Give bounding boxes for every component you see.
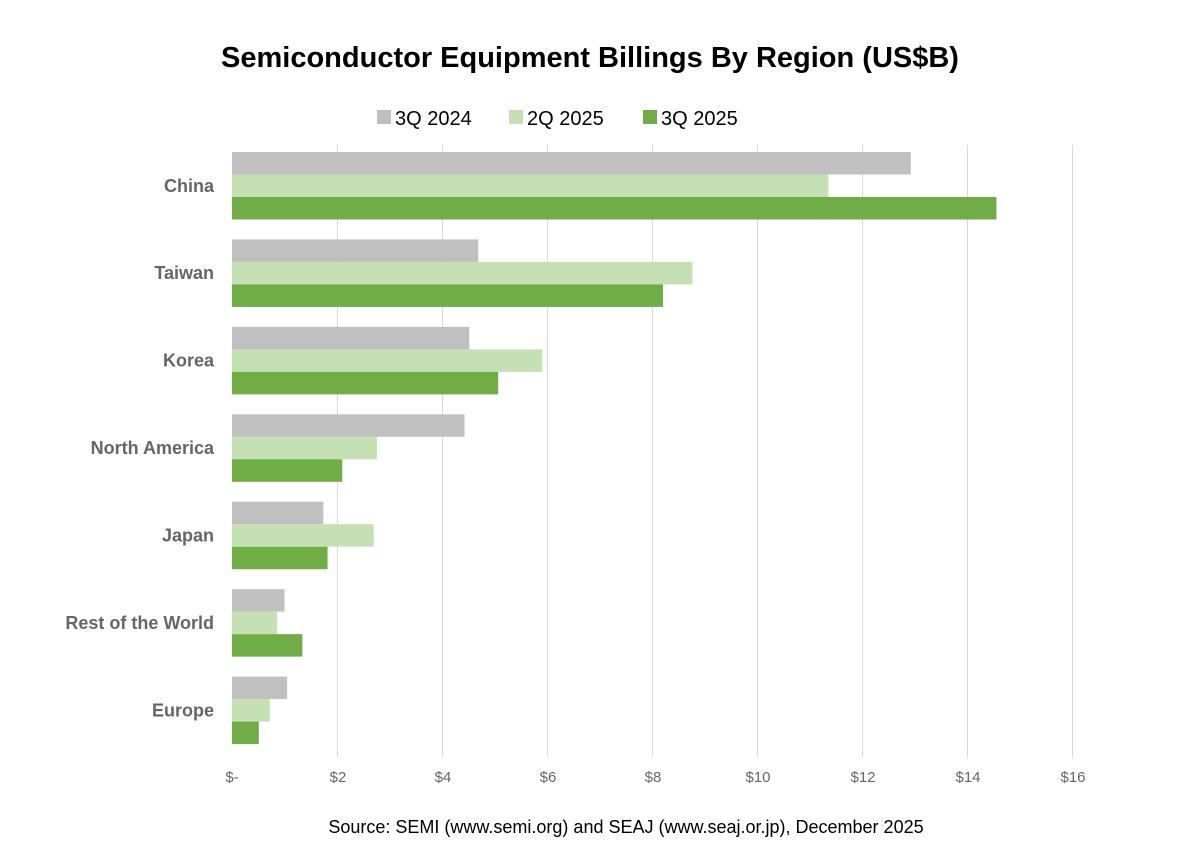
legend-label: 3Q 2025 [661,108,738,130]
legend-swatch [643,110,657,124]
x-tick-label: $2 [330,769,347,786]
bar-taiwan-3q-2024 [232,239,479,262]
x-tick-label: $14 [955,769,980,786]
legend-swatch [377,110,391,124]
gridlines [337,145,1073,757]
bar-rest-of-the-world-3q-2024 [232,589,285,612]
x-tick-label: $10 [745,769,770,786]
bar-rest-of-the-world-2q-2025 [232,611,278,635]
legend-swatch [509,110,523,124]
bar-korea-2q-2025 [232,349,543,372]
bar-japan-3q-2025 [232,546,328,570]
bar-europe-2q-2025 [232,699,270,722]
category-label: Japan [162,525,214,545]
bar-north-america-2q-2025 [232,436,377,460]
category-label: Rest of the World [65,613,214,633]
bar-china-3q-2025 [232,197,997,220]
x-tick-label: $- [225,769,238,786]
x-tick-label: $12 [850,769,875,786]
bar-north-america-3q-2025 [232,459,343,482]
x-axis-tick-labels: $- $2 $4 $6 $8 $10 $12 $14 $16 [225,769,1085,786]
bar-taiwan-2q-2025 [232,261,693,285]
legend-label: 3Q 2024 [395,108,472,130]
bars [232,152,997,745]
category-label: Taiwan [154,263,214,283]
bar-korea-3q-2025 [232,371,499,395]
bar-north-america-3q-2024 [232,414,465,437]
category-label: Korea [163,351,215,371]
legend: 3Q 2024 2Q 2025 3Q 2025 [377,108,738,130]
bar-europe-3q-2025 [232,721,259,745]
x-tick-label: $8 [645,769,662,786]
bar-china-2q-2025 [232,174,829,197]
bar-korea-3q-2024 [232,326,470,350]
source-note: Source: SEMI (www.semi.org) and SEAJ (ww… [328,817,923,837]
category-labels: China Taiwan Korea North America Japan Rest o… [65,176,215,721]
legend-label: 2Q 2025 [527,108,604,130]
bar-china-3q-2024 [232,152,911,175]
chart-title: Semiconductor Equipment Billings By Regi… [221,42,959,74]
category-label: China [164,176,215,196]
bar-taiwan-3q-2025 [232,284,664,307]
bar-rest-of-the-world-3q-2025 [232,634,303,657]
bar-europe-3q-2024 [232,676,288,700]
category-label: North America [91,438,215,458]
x-tick-label: $4 [435,769,452,786]
x-tick-label: $6 [540,769,557,786]
bar-japan-3q-2024 [232,501,324,525]
bar-japan-2q-2025 [232,524,374,547]
category-label: Europe [152,700,214,720]
x-tick-label: $16 [1060,769,1085,786]
